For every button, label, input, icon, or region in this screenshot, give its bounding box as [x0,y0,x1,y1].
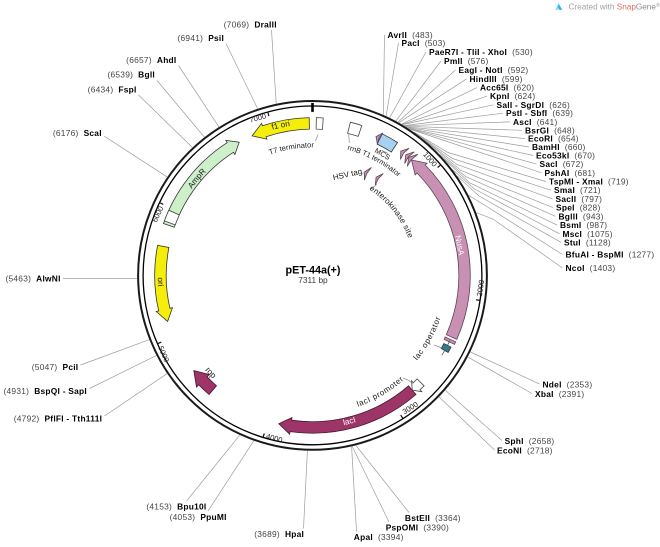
svg-text:AvrII(483): AvrII (483) [388,30,433,40]
svg-text:PstI - SbfI(639): PstI - SbfI (639) [506,108,573,118]
svg-text:pET-44a(+): pET-44a(+) [286,265,341,277]
svg-text:SpeI(828): SpeI (828) [556,203,601,213]
svg-text:SacI(672): SacI (672) [540,159,584,169]
svg-text:(4153)Bpu10I: (4153) Bpu10I [146,501,206,511]
svg-text:(4792)PflFI - Tth111I: (4792) PflFI - Tth111I [14,414,102,424]
svg-text:PshAI(681): PshAI (681) [545,168,596,178]
svg-text:EcoNI(2718): EcoNI (2718) [497,446,553,456]
svg-text:NcoI(1403): NcoI (1403) [566,263,616,273]
svg-text:SphI(2658): SphI (2658) [505,436,555,446]
svg-text:(4053)PpuMI: (4053) PpuMI [170,512,227,522]
svg-text:BfuAI - BspMI(1277): BfuAI - BspMI (1277) [566,250,655,260]
svg-text:(6539)BglI: (6539) BglI [107,70,155,80]
svg-text:BglII(943): BglII (943) [559,211,604,221]
svg-text:PacI(503): PacI (503) [402,38,446,48]
svg-text:2000: 2000 [475,279,486,297]
svg-text:ApaI(3394): ApaI (3394) [354,532,404,542]
svg-text:PspOMI(3390): PspOMI (3390) [386,523,449,533]
svg-text:SalI - SgrDI(626): SalI - SgrDI (626) [497,100,571,110]
svg-text:(4931)BspQI - SapI: (4931) BspQI - SapI [3,386,87,396]
svg-text:BsrGI(648): BsrGI (648) [525,125,575,135]
svg-text:PmlI(576): PmlI (576) [444,56,489,66]
svg-text:KpnI(624): KpnI (624) [490,91,535,101]
svg-text:MscI(1075): MscI (1075) [563,229,613,239]
svg-text:(5047)PciI: (5047) PciI [32,362,79,372]
svg-text:SacII(797): SacII (797) [556,194,603,204]
svg-text:PaeR7I - TliI - XhoI(530): PaeR7I - TliI - XhoI (530) [429,47,533,57]
svg-text:Acc65I(620): Acc65I (620) [480,83,534,93]
svg-text:BstEII(3364): BstEII (3364) [405,513,461,523]
svg-text:7311 bp: 7311 bp [298,275,328,285]
svg-text:(3689)HpaI: (3689) HpaI [254,529,304,539]
svg-text:NusA: NusA [453,234,466,256]
svg-text:TspMI - XmaI(719): TspMI - XmaI (719) [549,177,629,187]
svg-text:BamHI(660): BamHI (660) [532,142,586,152]
svg-text:Created with SnapGene®: Created with SnapGene® [569,2,660,12]
svg-text:(6657)AhdI: (6657) AhdI [126,55,176,65]
svg-text:(6176)ScaI: (6176) ScaI [53,128,102,138]
svg-text:EcoRI(654): EcoRI (654) [528,134,579,144]
svg-text:NdeI(2353): NdeI (2353) [543,379,593,389]
svg-text:lacI: lacI [342,415,356,427]
svg-text:StuI(1128): StuI (1128) [564,237,611,247]
svg-text:7000: 7000 [249,111,267,124]
svg-text:XbaI(2391): XbaI (2391) [535,389,584,399]
svg-text:(7069)DraIII: (7069) DraIII [224,19,277,29]
svg-text:(6941)PsiI: (6941) PsiI [177,33,224,43]
svg-text:ori: ori [156,277,165,287]
svg-text:f1 ori: f1 ori [271,119,291,132]
svg-text:EagI - NotI(592): EagI - NotI (592) [459,65,529,75]
svg-text:HindIII(599): HindIII (599) [470,74,523,84]
svg-text:BsmI(987): BsmI (987) [560,220,607,230]
svg-text:(5463)AlwNI: (5463) AlwNI [5,274,60,284]
svg-text:(6434)FspI: (6434) FspI [88,85,137,95]
svg-text:AscI(641): AscI (641) [513,117,558,127]
svg-text:SmaI(721): SmaI (721) [554,185,601,195]
svg-text:4000: 4000 [265,432,283,445]
svg-text:Eco53kI(670): Eco53kI (670) [536,150,595,160]
